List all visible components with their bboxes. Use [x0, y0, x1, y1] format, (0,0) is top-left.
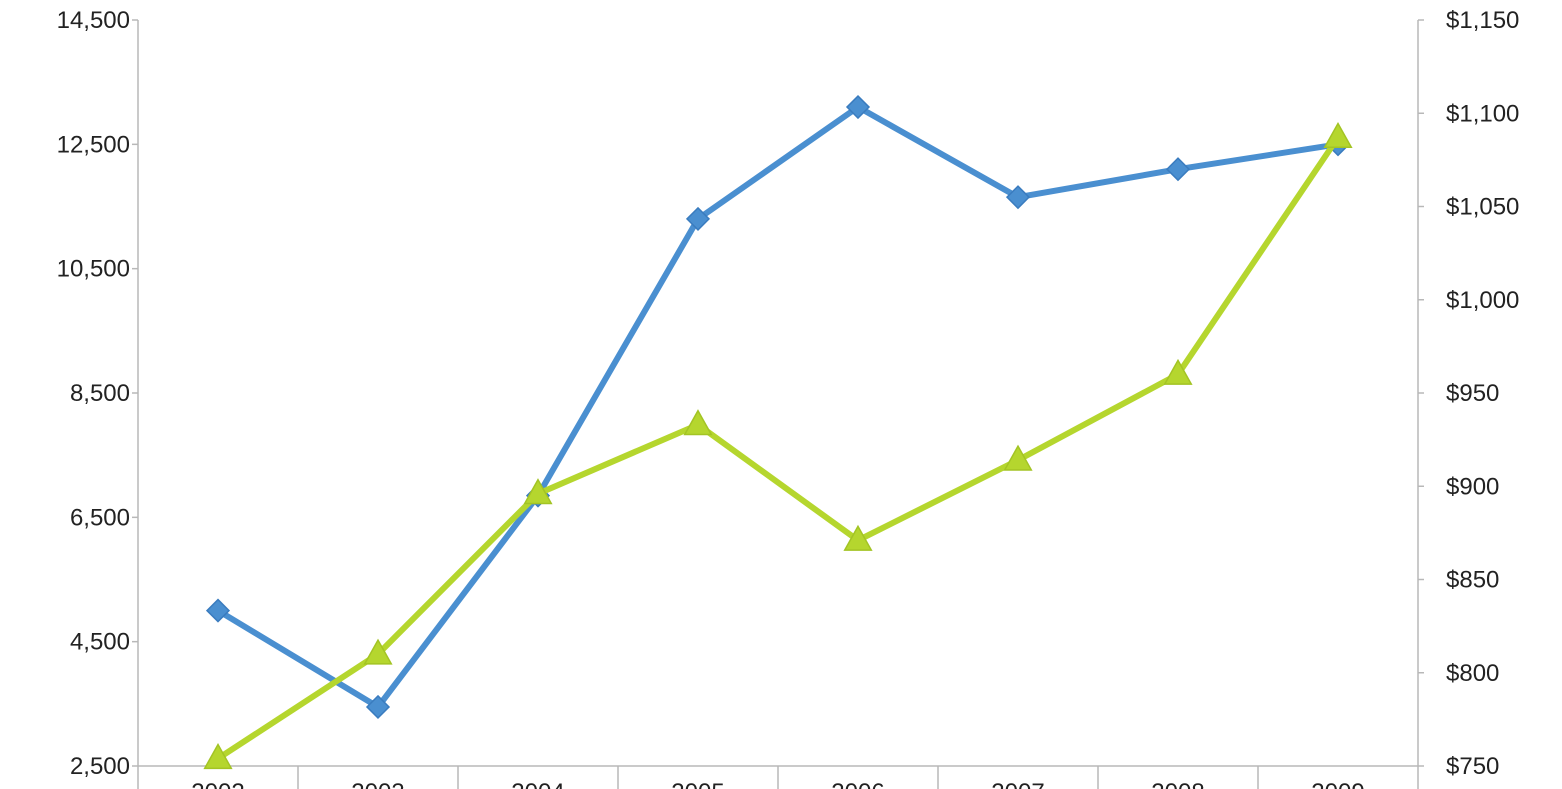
left-axis-tick-label: 14,500 — [57, 7, 130, 34]
series-1-diamond-point — [365, 694, 391, 720]
left-axis-tick-label: 8,500 — [70, 380, 130, 407]
series-2-triangle-point — [363, 638, 393, 665]
x-axis-tick-label: 2006 — [831, 779, 884, 789]
series-layer — [203, 94, 1353, 770]
series-1-diamond-point — [1005, 185, 1031, 210]
right-axis-tick-label: $900 — [1446, 473, 1499, 500]
series-2-triangle-point — [843, 524, 873, 551]
right-axis-tick-label: $1,050 — [1446, 194, 1519, 221]
series-2-triangle-point — [1163, 358, 1193, 385]
x-axis-tick-label: 2009 — [1311, 779, 1364, 789]
left-axis-tick-label: 4,500 — [70, 629, 130, 656]
series-1-diamond-point — [845, 94, 871, 120]
x-axis-tick-label: 2005 — [671, 779, 724, 789]
tick-labels: 2,500 4,500 6,500 8,500 10,500 12,500 14,500 $7… — [57, 7, 1520, 789]
series-1-line — [215, 104, 1341, 710]
right-axis-tick-label: $800 — [1446, 660, 1499, 687]
right-axis-tick-label: $750 — [1446, 753, 1499, 780]
x-axis-tick-label: 2007 — [991, 779, 1044, 789]
series-1-diamond-point — [205, 598, 231, 623]
axes — [132, 19, 1424, 789]
right-axis-tick-label: $850 — [1446, 567, 1499, 594]
series-2-triangle-point — [523, 478, 553, 505]
x-axis-tick-label: 2004 — [511, 779, 564, 789]
left-axis-tick-label: 2,500 — [70, 753, 130, 780]
series-1-diamond-point — [1165, 157, 1191, 182]
right-axis-tick-label: $1,150 — [1446, 7, 1519, 34]
right-axis-tick-label: $1,100 — [1446, 100, 1519, 127]
right-axis-tick-label: $950 — [1446, 380, 1499, 407]
x-axis-tick-label: 2003 — [351, 779, 404, 789]
series-1-diamond-point — [685, 206, 711, 231]
series-2-triangle-point — [1003, 444, 1033, 471]
left-axis-tick-label: 12,500 — [57, 131, 130, 158]
series-2-triangle-point — [203, 743, 233, 770]
right-axis-tick-label: $1,000 — [1446, 287, 1519, 314]
series-2-line — [215, 134, 1341, 762]
left-axis-tick-label: 6,500 — [70, 504, 130, 531]
x-axis-tick-label: 2008 — [1151, 779, 1204, 789]
left-axis-tick-label: 10,500 — [57, 256, 130, 283]
x-axis-tick-label: 2002 — [191, 779, 244, 789]
series-2-triangle-point — [1323, 121, 1353, 149]
series-2-triangle-point — [683, 409, 713, 436]
